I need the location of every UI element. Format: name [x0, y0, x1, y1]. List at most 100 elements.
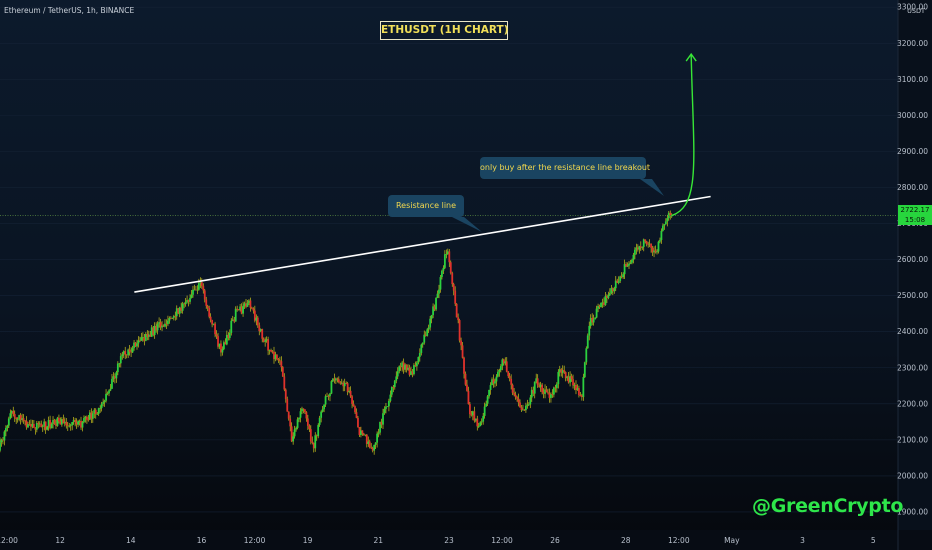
candle-body-down: [354, 406, 356, 413]
candle-body-up: [367, 441, 370, 444]
y-tick-label: 2900.00: [897, 147, 928, 156]
candle-body-up: [426, 329, 429, 336]
candle-body-up: [398, 366, 401, 372]
candle-body-down: [315, 435, 318, 437]
candle-body-down: [312, 442, 315, 449]
candle-body-down: [455, 303, 458, 318]
candle-body-up: [443, 254, 446, 268]
candle-body-up: [360, 430, 362, 436]
resistance-line: [134, 195, 711, 293]
candle-body-up: [103, 400, 106, 403]
candle-body-down: [134, 342, 137, 347]
candle-body-up: [16, 419, 19, 420]
candle-body-up: [230, 320, 233, 333]
candle-body-up: [144, 333, 147, 341]
candle-body-down: [281, 367, 284, 377]
x-tick-label: May: [724, 536, 740, 545]
candle-body-down: [669, 212, 672, 216]
candle-body-down: [49, 420, 51, 429]
candle-body-down: [94, 409, 97, 414]
candle-body-up: [218, 343, 221, 347]
price-unit: USDT: [907, 7, 925, 15]
candle-body-down: [270, 350, 272, 352]
candle-body-down: [542, 392, 545, 394]
candle-body-down: [149, 334, 152, 337]
candle-body-up: [248, 300, 250, 304]
candle-body-down: [567, 376, 570, 383]
candle-body-up: [193, 289, 196, 291]
candle-body-down: [306, 418, 309, 426]
candle-body-up: [418, 353, 421, 357]
candle-body-up: [323, 404, 325, 410]
candle-body-up: [167, 320, 169, 325]
candle-body-down: [267, 339, 270, 351]
candle-body-down: [520, 407, 523, 411]
candle-body-up: [396, 371, 399, 377]
candle-body-up: [499, 366, 502, 371]
candle-body-up: [60, 419, 63, 425]
candle-body-up: [446, 251, 449, 255]
candle-body-up: [632, 254, 635, 260]
candle-body-down: [58, 417, 60, 422]
candle-body-up: [27, 424, 29, 428]
candle-body-down: [195, 289, 197, 291]
candle-body-up: [10, 411, 13, 414]
candle-body-up: [623, 264, 626, 275]
candle-body-down: [449, 262, 452, 274]
candle-body-up: [153, 325, 156, 335]
candle-body-up: [228, 332, 231, 338]
candle-body-up: [485, 403, 488, 407]
candle-body-up: [301, 408, 303, 412]
candle-body-down: [13, 414, 16, 418]
candle-body-down: [570, 376, 573, 380]
candle-body-down: [165, 323, 168, 325]
candle-body-down: [205, 299, 208, 306]
candle-body-up: [527, 404, 530, 406]
candle-body-up: [3, 431, 6, 441]
candle-body-up: [555, 384, 558, 389]
candle-body-down: [327, 395, 330, 397]
candle-body-up: [638, 246, 641, 250]
candle-body-up: [413, 365, 415, 375]
candle-body-up: [522, 409, 524, 411]
candle-body-up: [246, 303, 249, 307]
x-tick-label: 14: [126, 536, 136, 545]
candle-body-up: [234, 308, 237, 322]
candle-body-up: [552, 387, 555, 395]
candle-body-up: [221, 348, 224, 353]
candle-body-down: [536, 378, 539, 386]
candle-body-up: [379, 422, 381, 433]
candle-body-down: [591, 317, 594, 323]
y-tick-label: 2000.00: [897, 471, 928, 480]
candle-body-up: [489, 385, 492, 390]
candle-body-up: [401, 362, 404, 368]
candle-body-up: [613, 288, 616, 292]
candle-body-down: [62, 419, 65, 424]
candle-body-up: [663, 224, 666, 226]
candle-body-down: [355, 412, 358, 418]
candle-body-down: [405, 364, 408, 370]
candle-body-down: [90, 412, 93, 419]
candle-body-up: [439, 277, 442, 290]
candle-body-up: [77, 421, 79, 425]
candle-body-up: [480, 421, 483, 423]
candle-body-up: [442, 267, 445, 271]
candle-body-down: [37, 423, 40, 425]
candle-body-down: [236, 308, 239, 310]
candle-body-down: [463, 357, 465, 374]
candle-body-up: [557, 371, 560, 385]
candle-body-up: [299, 411, 302, 418]
candle-body-down: [211, 320, 214, 325]
candle-body-up: [321, 409, 324, 412]
candle-body-up: [38, 423, 41, 425]
candle-body-up: [83, 418, 85, 422]
candle-body-down: [75, 421, 78, 425]
candle-body-up: [320, 411, 323, 418]
candle-body-down: [625, 264, 627, 267]
candle-body-down: [606, 296, 608, 299]
candle-body-up: [324, 396, 327, 405]
candle-body-up: [533, 381, 536, 394]
candle-body-up: [373, 444, 376, 451]
candle-body-up: [4, 427, 7, 432]
candle-body-up: [601, 302, 604, 304]
